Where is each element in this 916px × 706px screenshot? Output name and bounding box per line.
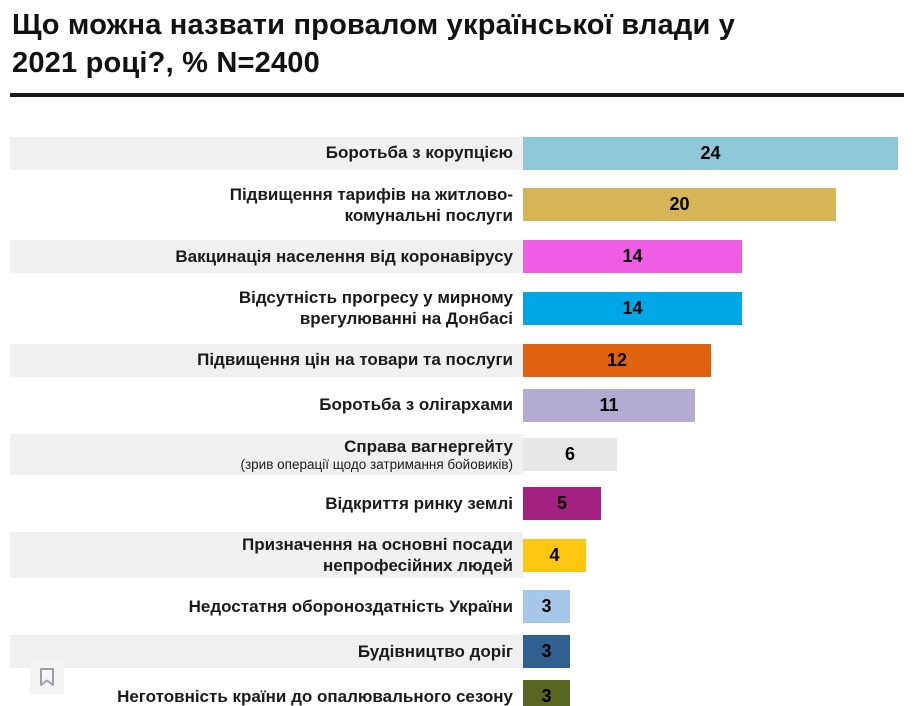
- bar-label: Боротьба з олігархами: [319, 395, 513, 415]
- chart-row: Вакцинація населення від коронавірусу 14: [10, 240, 906, 274]
- bar: 3: [523, 635, 570, 669]
- bar-value: 14: [622, 246, 643, 267]
- chart-row: Боротьба з олігархами 11: [10, 388, 906, 422]
- bar-cell: 11: [523, 388, 906, 422]
- header: Що можна назвати провалом української вл…: [0, 0, 916, 83]
- chart-row: Відкриття ринку землі 5: [10, 486, 906, 520]
- bar-cell: 14: [523, 291, 906, 325]
- bar-value: 24: [700, 142, 721, 163]
- bar-label: Відсутність прогресу у мирному врегулюва…: [238, 288, 513, 329]
- bar-value: 3: [541, 596, 552, 617]
- bar: 11: [523, 388, 695, 422]
- bar-value: 12: [606, 349, 628, 370]
- bar: 20: [523, 188, 836, 222]
- bookmark-button[interactable]: [30, 660, 64, 694]
- bar-label-cell: Вакцинація населення від коронавірусу: [10, 240, 523, 274]
- bar: 3: [523, 680, 570, 706]
- bar-chart: Боротьба з корупцією 24 Підвищення тариф…: [10, 136, 906, 706]
- bar-label: Відкриття ринку землі: [325, 493, 513, 513]
- bar-label: Будівництво доріг: [357, 642, 513, 662]
- bar-label: Вакцинація населення від коронавірусу: [175, 246, 513, 266]
- chart-row: Призначення на основні посади непрофесій…: [10, 531, 906, 579]
- bar-label-cell: Недостатня обороноздатність України: [10, 590, 523, 623]
- chart-row: Неготовність країни до опалювального сез…: [10, 680, 906, 706]
- bar-cell: 3: [523, 635, 906, 669]
- bar-cell: 12: [523, 343, 906, 377]
- bar-label-cell: Відкриття ринку землі: [10, 487, 523, 520]
- bar-label-cell: Неготовність країни до опалювального сез…: [10, 680, 523, 706]
- bar: 5: [523, 486, 601, 520]
- bar-cell: 4: [523, 538, 906, 572]
- chart-row: Підвищення цін на товари та послуги 12: [10, 343, 906, 377]
- chart-row: Будівництво доріг 3: [10, 635, 906, 669]
- bar-value: 20: [669, 194, 690, 215]
- bar-label: Справа вагнергейту: [344, 436, 513, 456]
- bar-label-cell: Боротьба з олігархами: [10, 389, 523, 422]
- page-title: Що можна назвати провалом української вл…: [12, 9, 736, 80]
- chart-row: Недостатня обороноздатність України 3: [10, 590, 906, 624]
- bar: 14: [523, 291, 742, 325]
- bar-cell: 3: [523, 590, 906, 624]
- bar-cell: 5: [523, 486, 906, 520]
- bar-label: Підвищення цін на товари та послуги: [197, 350, 513, 370]
- bar-label-cell: Підвищення цін на товари та послуги: [10, 343, 523, 377]
- bar-sublabel: (зрив операції щодо затримання бойовиків…: [240, 456, 513, 472]
- bar-label-cell: Боротьба з корупцією: [10, 136, 523, 170]
- bar-value: 3: [541, 686, 552, 706]
- bar: 14: [523, 240, 742, 274]
- bar-label: Недостатня обороноздатність України: [188, 597, 513, 617]
- bar-label-cell: Відсутність прогресу у мирному врегулюва…: [10, 285, 523, 332]
- bar-label: Призначення на основні посади непрофесій…: [242, 534, 513, 576]
- chart-row: Відсутність прогресу у мирному врегулюва…: [10, 285, 906, 332]
- bar-label-cell: Справа вагнергейту (зрив операції щодо з…: [10, 433, 523, 475]
- bar-cell: 14: [523, 240, 906, 274]
- bar-cell: 20: [523, 188, 906, 222]
- bar-value: 11: [599, 394, 619, 415]
- title-divider: [10, 92, 904, 97]
- bar: 24: [523, 136, 898, 170]
- chart-row: Справа вагнергейту (зрив операції щодо з…: [10, 433, 906, 475]
- bar-label-cell: Підвищення тарифів на житлово- комунальн…: [10, 182, 523, 229]
- bar-value: 3: [541, 641, 552, 662]
- chart-row: Підвищення тарифів на житлово- комунальн…: [10, 182, 906, 229]
- bar-value: 6: [564, 443, 575, 464]
- bar-value: 14: [622, 297, 643, 318]
- bar: 3: [523, 590, 570, 624]
- bar: 6: [523, 437, 617, 471]
- bar-cell: 6: [523, 437, 906, 471]
- bar-cell: 3: [523, 680, 906, 706]
- bar-value: 4: [549, 544, 560, 565]
- bar: 4: [523, 538, 586, 572]
- bar-label: Боротьба з корупцією: [325, 143, 513, 163]
- bar-label: Підвищення тарифів на житлово- комунальн…: [229, 184, 513, 225]
- bar-cell: 24: [523, 136, 906, 170]
- chart-row: Боротьба з корупцією 24: [10, 136, 906, 170]
- bookmark-icon: [39, 668, 55, 686]
- bar-value: 5: [556, 492, 567, 513]
- bar-label-cell: Призначення на основні посади непрофесій…: [10, 531, 523, 579]
- bar-label: Неготовність країни до опалювального сез…: [117, 687, 513, 706]
- bar: 12: [523, 343, 711, 377]
- bar-label-cell: Будівництво доріг: [10, 635, 523, 669]
